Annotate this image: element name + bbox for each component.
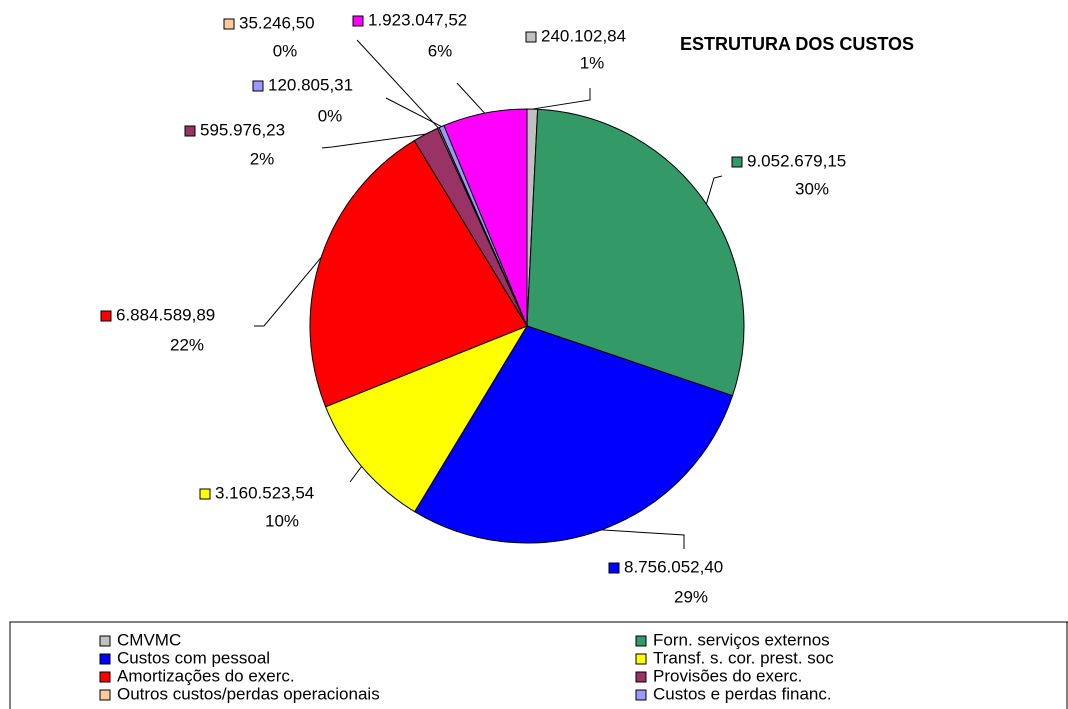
label-swatch xyxy=(223,18,235,30)
leader-line xyxy=(601,529,685,549)
label-swatch xyxy=(252,80,264,92)
value-label: 120.805,31 xyxy=(268,75,353,94)
leader-line xyxy=(356,39,439,129)
legend-label: Custos com pessoal xyxy=(117,648,270,667)
percent-label: 1% xyxy=(580,53,605,72)
legend-swatch xyxy=(635,689,647,701)
pie-slice xyxy=(526,108,745,397)
value-label: 9.052.679,15 xyxy=(747,151,846,170)
legend-swatch xyxy=(635,671,647,683)
value-label: 240.102,84 xyxy=(541,26,626,45)
legend-label: Custos e perdas financ. xyxy=(653,684,832,703)
leader-line xyxy=(321,133,426,149)
label-swatch xyxy=(100,310,112,322)
pie-slice xyxy=(309,139,528,408)
legend-swatch xyxy=(99,671,111,683)
chart-title: ESTRUTURA DOS CUSTOS xyxy=(680,34,914,54)
legend-label: Provisões do exerc. xyxy=(653,666,802,685)
leader-line xyxy=(254,257,322,327)
label-swatch xyxy=(199,488,211,500)
legend-label: Transf. s. cor. prest. soc xyxy=(653,648,834,667)
leader-line xyxy=(456,82,486,114)
label-swatch xyxy=(608,562,620,574)
percent-label: 22% xyxy=(170,335,204,354)
label-swatch xyxy=(184,125,196,137)
value-label: 35.246,50 xyxy=(239,13,315,32)
percent-label: 2% xyxy=(250,149,275,168)
value-label: 6.884.589,89 xyxy=(116,305,215,324)
value-label: 3.160.523,54 xyxy=(215,483,314,502)
percent-label: 30% xyxy=(795,179,829,198)
legend-label: Outros custos/perdas operacionais xyxy=(117,684,380,703)
label-swatch xyxy=(352,15,364,27)
label-swatch xyxy=(525,31,537,43)
leader-line xyxy=(532,88,591,110)
percent-label: 6% xyxy=(428,41,453,60)
legend-swatch xyxy=(99,635,111,647)
leader-line xyxy=(385,97,442,128)
label-swatch xyxy=(731,156,743,168)
legend-swatch xyxy=(99,689,111,701)
value-label: 8.756.052,40 xyxy=(624,557,723,576)
legend-label: Amortizações do exerc. xyxy=(117,666,295,685)
legend-frame xyxy=(9,621,1068,709)
value-label: 595.976,23 xyxy=(200,120,285,139)
pie-slice xyxy=(443,108,528,327)
leader-line xyxy=(349,466,362,483)
percent-label: 29% xyxy=(674,587,708,606)
leader-line xyxy=(705,175,723,205)
legend-swatch xyxy=(99,653,111,665)
percent-label: 10% xyxy=(265,511,299,530)
legend-swatch xyxy=(635,635,647,647)
legend-label: Forn. serviços externos xyxy=(653,630,830,649)
legend-label: CMVMC xyxy=(117,630,181,649)
legend-swatch xyxy=(635,653,647,665)
percent-label: 0% xyxy=(273,41,298,60)
percent-label: 0% xyxy=(318,106,343,125)
value-label: 1.923.047,52 xyxy=(368,10,467,29)
